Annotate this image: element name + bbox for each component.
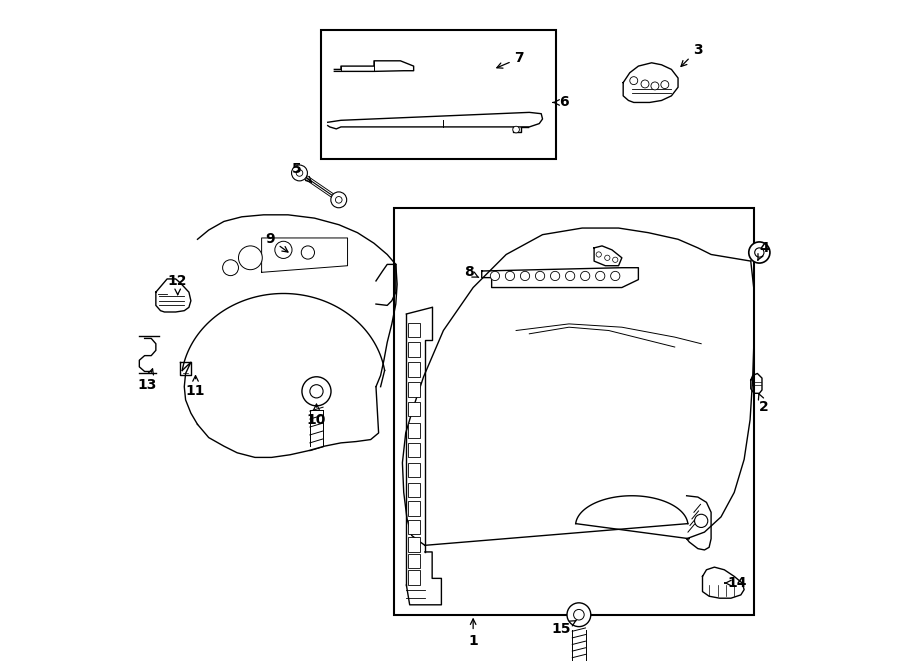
Circle shape (641, 80, 649, 88)
Circle shape (302, 246, 314, 259)
Circle shape (755, 248, 764, 257)
Circle shape (695, 514, 707, 527)
Circle shape (222, 260, 239, 276)
Bar (409, 342, 420, 357)
Circle shape (580, 272, 590, 281)
Text: 11: 11 (185, 375, 205, 399)
Circle shape (296, 170, 302, 176)
Bar (409, 501, 420, 516)
Circle shape (573, 609, 584, 620)
Circle shape (749, 242, 770, 263)
Bar (409, 463, 420, 477)
Circle shape (567, 603, 590, 627)
Circle shape (605, 255, 610, 260)
Circle shape (651, 82, 659, 90)
Circle shape (310, 385, 323, 398)
Text: 4: 4 (758, 241, 769, 260)
Bar (321, 30, 556, 159)
Circle shape (520, 272, 530, 281)
Text: 6: 6 (554, 95, 569, 110)
Text: 12: 12 (168, 274, 187, 295)
Text: 13: 13 (138, 369, 157, 392)
Text: 15: 15 (552, 621, 576, 637)
Circle shape (238, 246, 262, 270)
Text: 10: 10 (307, 404, 326, 427)
Bar (409, 443, 420, 457)
Bar (409, 483, 420, 497)
Bar (409, 362, 420, 377)
Circle shape (331, 192, 346, 208)
Bar (409, 382, 420, 397)
Bar (409, 554, 420, 568)
Bar (409, 402, 420, 416)
Text: 3: 3 (681, 42, 703, 67)
Bar (409, 423, 420, 438)
Circle shape (613, 257, 618, 262)
Bar (409, 537, 420, 552)
Circle shape (336, 196, 342, 203)
Text: 1: 1 (468, 619, 478, 648)
Circle shape (513, 126, 519, 133)
Text: 14: 14 (724, 576, 747, 590)
Circle shape (506, 272, 515, 281)
Circle shape (565, 272, 575, 281)
Circle shape (630, 77, 638, 85)
Circle shape (596, 252, 601, 257)
Circle shape (536, 272, 544, 281)
Text: 5: 5 (292, 161, 311, 182)
Text: 7: 7 (497, 51, 524, 68)
Bar (394, 208, 754, 615)
Circle shape (551, 272, 560, 281)
Circle shape (292, 165, 308, 181)
Circle shape (302, 377, 331, 406)
Circle shape (596, 272, 605, 281)
Text: 2: 2 (759, 394, 769, 414)
Circle shape (610, 272, 620, 281)
Text: 8: 8 (464, 265, 479, 280)
Circle shape (661, 81, 669, 89)
Circle shape (274, 241, 292, 258)
Circle shape (491, 272, 500, 281)
Text: 9: 9 (266, 232, 288, 252)
Bar (409, 520, 420, 534)
Bar (409, 323, 420, 337)
Bar (409, 570, 420, 585)
